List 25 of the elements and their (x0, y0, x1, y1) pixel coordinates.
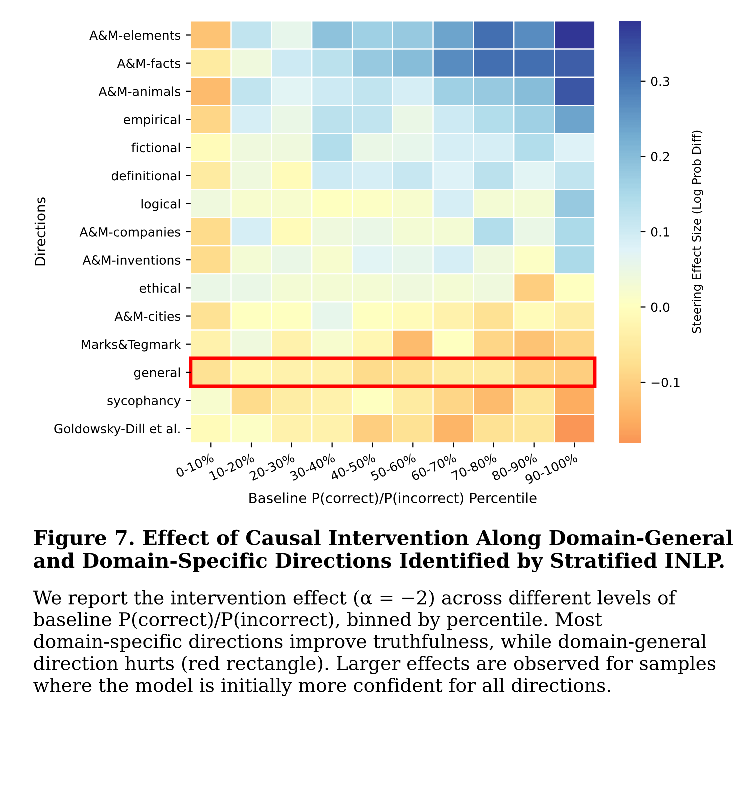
y-tick-label: general (134, 368, 180, 380)
y-tick-label: empirical (124, 114, 180, 127)
y-tick-label: A&M-elements (90, 30, 181, 40)
y-tick-label: A&M-inventions (82, 255, 181, 265)
y-tick-label: sycophancy (108, 396, 181, 408)
y-tick-label: definitional (112, 171, 180, 181)
y-tick-label: logical (142, 199, 180, 212)
y-tick-label: A&M-animals (98, 86, 181, 96)
y-tick-label: A&M-facts (117, 58, 181, 68)
y-tick-label: Marks&Tegmark (82, 340, 182, 352)
y-tick-label: fictional (132, 142, 180, 153)
color-bar-label: 0.0 (651, 302, 670, 312)
caption: Figure 7. Effect of Causal Intervention Along Domain-General and Domain-Specific Directions Identified by Stratified INLP. (34, 530, 733, 572)
y-tick-label: A&M-companies (80, 227, 181, 240)
x-axis-title: Baseline P(correct)/P(incorrect) Percentile (250, 492, 537, 506)
color-bar-label: 0.1 (651, 227, 670, 237)
y-axis-title: Directions (34, 198, 46, 266)
y-tick-label: Goldowsky-Dill et al. (54, 424, 180, 436)
color-bar-label: 0.2 (651, 152, 670, 162)
text: We report the intervention effect (α = −2) across different levels of baseline P(correct)/P(incorrect), binned by percentile. Most domain-specific directions improve truthfulness, while domain-general direction hurts (red rectangle). Larger effects are observed for samples where the model is initially more confident for all directions. (33, 590, 716, 696)
y-tick-label: ethical (140, 283, 180, 294)
color-bar-label: 0.3 (651, 76, 670, 86)
color-bar-label: −0.1 (652, 378, 680, 388)
y-tick-label: A&M-cities (114, 312, 181, 322)
color-bar-title: Steering Effect Size (Log Prob Diff) (692, 130, 704, 334)
